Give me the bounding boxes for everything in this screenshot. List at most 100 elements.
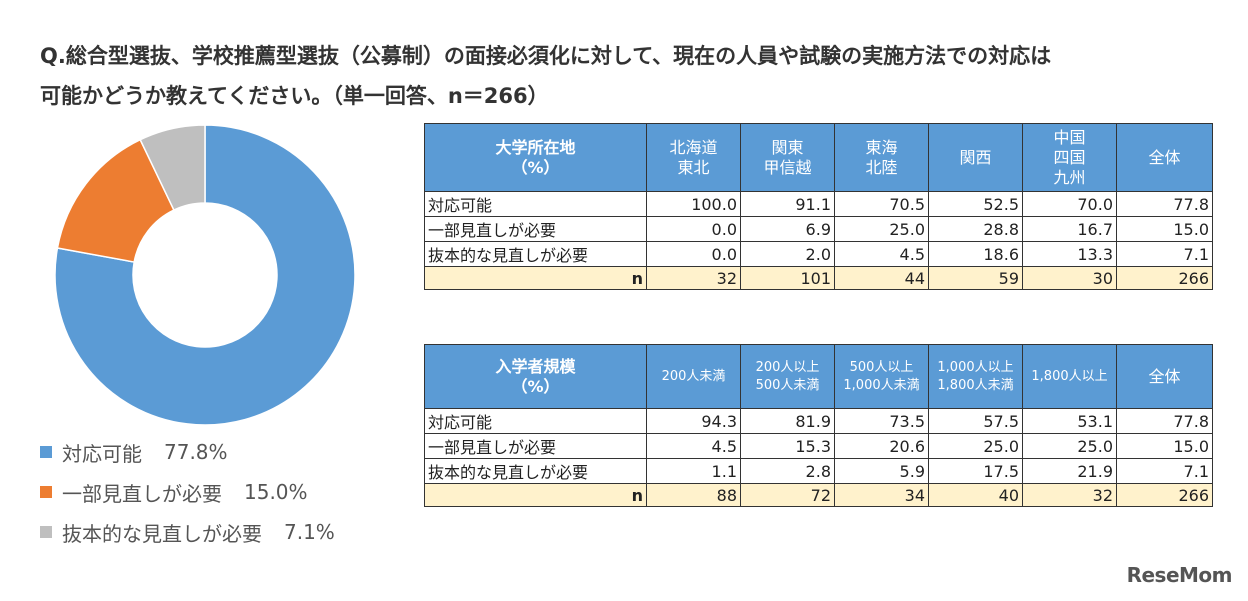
legend-swatch: [40, 486, 52, 498]
table-cell: 15.0: [1116, 433, 1213, 459]
table-cell: 13.3: [1022, 241, 1117, 267]
table-cell: 73.5: [834, 408, 929, 434]
n-cell: 32: [1022, 483, 1117, 507]
legend-swatch: [40, 526, 52, 538]
table-cell: 21.9: [1022, 458, 1117, 484]
table-row: 対応可能 100.0 91.1 70.5 52.5 70.0 77.8: [424, 191, 1213, 217]
table-column-header: 東海 北陸: [834, 123, 929, 192]
legend-value: 77.8%: [164, 440, 228, 464]
table-cell: 81.9: [740, 408, 835, 434]
legend: 対応可能 77.8% 一部見直しが必要 15.0% 抜本的な見直しが必要 7.1%: [40, 432, 335, 552]
n-cell: 44: [834, 266, 929, 290]
table-cell: 15.3: [740, 433, 835, 459]
table-cell: 0.0: [646, 241, 741, 267]
table-column-header: 1,800人以上: [1022, 344, 1117, 409]
table-cell: 7.1: [1116, 241, 1213, 267]
slice-possible: [54, 124, 356, 426]
legend-item: 対応可能 77.8%: [40, 432, 335, 472]
legend-label: 一部見直しが必要: [62, 481, 222, 506]
n-cell: 266: [1116, 266, 1213, 290]
table-column-header: 500人以上 1,000人未満: [834, 344, 929, 409]
table-cell: 17.5: [928, 458, 1023, 484]
table-cell: 6.9: [740, 216, 835, 242]
n-cell: 34: [834, 483, 929, 507]
n-cell: 40: [928, 483, 1023, 507]
table-cell: 70.0: [1022, 191, 1117, 217]
table-cell: 52.5: [928, 191, 1023, 217]
table-cell: 18.6: [928, 241, 1023, 267]
sample-size-row: n 32 101 44 59 30 266: [424, 266, 1213, 290]
n-cell: 32: [646, 266, 741, 290]
table-column-header: 全体: [1116, 123, 1213, 192]
table-cell: 5.9: [834, 458, 929, 484]
legend-label: 対応可能: [62, 441, 142, 466]
table-cell: 1.1: [646, 458, 741, 484]
table-cell: 2.0: [740, 241, 835, 267]
legend-item: 一部見直しが必要 15.0%: [40, 472, 335, 512]
row-label: 対応可能: [424, 408, 647, 434]
legend-value: 15.0%: [244, 480, 308, 504]
table-cell: 70.5: [834, 191, 929, 217]
table-cell: 4.5: [646, 433, 741, 459]
table-cell: 2.8: [740, 458, 835, 484]
table-cell: 28.8: [928, 216, 1023, 242]
legend-swatch: [40, 446, 52, 458]
legend-value: 7.1%: [284, 520, 335, 544]
n-cell: 30: [1022, 266, 1117, 290]
table-column-header: 北海道 東北: [646, 123, 741, 192]
table-cell: 100.0: [646, 191, 741, 217]
table-cell: 20.6: [834, 433, 929, 459]
table-column-header: 関東 甲信越: [740, 123, 835, 192]
table-cell: 53.1: [1022, 408, 1117, 434]
row-label: 抜本的な見直しが必要: [424, 458, 647, 484]
table-column-header: 関西: [928, 123, 1023, 192]
table-cell: 77.8: [1116, 191, 1213, 217]
table-row: 一部見直しが必要 0.0 6.9 25.0 28.8 16.7 15.0: [424, 216, 1213, 242]
table-cell: 25.0: [1022, 433, 1117, 459]
table-column-header: 200人未満: [646, 344, 741, 409]
region-table: 大学所在地 （%） 北海道 東北 関東 甲信越 東海 北陸 関西 中国 四国 九州 全体 対応可能 100…: [424, 123, 1213, 290]
row-label: 一部見直しが必要: [424, 216, 647, 242]
sample-size-row: n 88 72 34 40 32 266: [424, 483, 1213, 507]
table-cell: 25.0: [928, 433, 1023, 459]
n-cell: 59: [928, 266, 1023, 290]
row-label: 対応可能: [424, 191, 647, 217]
title-line-1: Q.総合型選抜、学校推薦型選抜（公募制）の面接必須化に対して、現在の人員や試験の…: [40, 44, 1052, 68]
n-label: n: [424, 483, 647, 507]
row-label: 一部見直しが必要: [424, 433, 647, 459]
table-row: 抜本的な見直しが必要 0.0 2.0 4.5 18.6 13.3 7.1: [424, 241, 1213, 267]
table-cell: 0.0: [646, 216, 741, 242]
table-cell: 91.1: [740, 191, 835, 217]
n-cell: 266: [1116, 483, 1213, 507]
legend-item: 抜本的な見直しが必要 7.1%: [40, 512, 335, 552]
table-cell: 57.5: [928, 408, 1023, 434]
table-cell: 16.7: [1022, 216, 1117, 242]
table-row: 対応可能 94.3 81.9 73.5 57.5 53.1 77.8: [424, 408, 1213, 434]
table-cell: 94.3: [646, 408, 741, 434]
slice-fundamental-review: [139, 124, 206, 212]
table-column-header: 1,000人以上 1,800人未満: [928, 344, 1023, 409]
table-header-label: 大学所在地 （%）: [424, 123, 647, 192]
n-cell: 101: [740, 266, 835, 290]
table-column-header: 200人以上 500人未満: [740, 344, 835, 409]
table-cell: 15.0: [1116, 216, 1213, 242]
table-cell: 7.1: [1116, 458, 1213, 484]
resemom-logo: ReseMom: [1126, 563, 1233, 587]
title-line-2: 可能かどうか教えてください。（単一回答、n＝266）: [40, 84, 549, 108]
size-table: 入学者規模 （%） 200人未満 200人以上 500人未満 500人以上 1,000人未満…: [424, 344, 1213, 507]
row-label: 抜本的な見直しが必要: [424, 241, 647, 267]
table-cell: 77.8: [1116, 408, 1213, 434]
table-column-header: 中国 四国 九州: [1022, 123, 1117, 192]
n-cell: 72: [740, 483, 835, 507]
legend-label: 抜本的な見直しが必要: [62, 521, 262, 546]
chart-title: Q.総合型選抜、学校推薦型選抜（公募制）の面接必須化に対して、現在の人員や試験の…: [40, 36, 1220, 116]
table-cell: 25.0: [834, 216, 929, 242]
n-label: n: [424, 266, 647, 290]
table-row: 抜本的な見直しが必要 1.1 2.8 5.9 17.5 21.9 7.1: [424, 458, 1213, 484]
table-header-label: 入学者規模 （%）: [424, 344, 647, 409]
n-cell: 88: [646, 483, 741, 507]
table-row: 一部見直しが必要 4.5 15.3 20.6 25.0 25.0 15.0: [424, 433, 1213, 459]
donut-chart: [54, 124, 356, 426]
table-cell: 4.5: [834, 241, 929, 267]
table-column-header: 全体: [1116, 344, 1213, 409]
